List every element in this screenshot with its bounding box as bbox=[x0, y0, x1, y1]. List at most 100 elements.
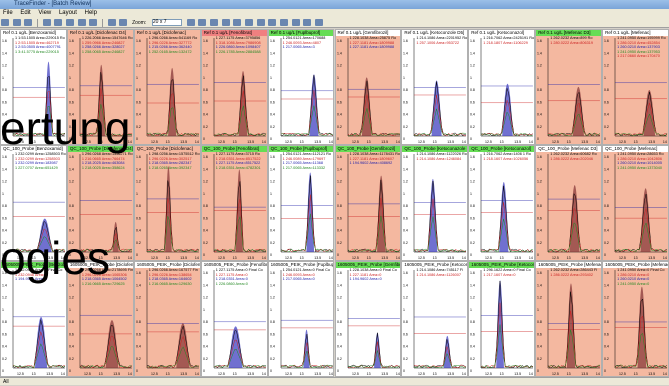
y-tick-label: 1 bbox=[337, 308, 339, 312]
peak-icon[interactable] bbox=[291, 19, 300, 26]
chromatogram-panel[interactable]: 1.6 1.4 1.2 1 0.8 0.6 0.4 0.2 0 12.5 13 13.5 14 Ref 0… bbox=[468, 29, 536, 145]
chromatogram-panel[interactable]: 1.6 1.4 1.2 1 0.8 0.6 0.4 0.2 0 12.5 13 13.5 14 QC_10… bbox=[200, 145, 268, 261]
chromatogram-panel[interactable]: 1.6 1.4 1.2 1 0.8 0.6 0.4 0.2 0 12.5 13 13.5 14 QC_10… bbox=[401, 145, 469, 261]
chromatogram-panel[interactable]: 1.6 1.4 1.2 1 0.8 0.6 0.4 0.2 0 12.5 13 13.5 14 16050… bbox=[66, 261, 134, 377]
panel-header: QC_100_Probe [Ketoconazol] bbox=[469, 146, 535, 152]
ion-trace bbox=[12, 220, 66, 253]
y-tick-label: 0.6 bbox=[337, 332, 342, 336]
chromatogram-panel[interactable]: 1.6 1.4 1.2 1 0.8 0.6 0.4 0.2 0 12.5 13 13.5 14 16050… bbox=[602, 261, 669, 377]
ion-info-line: 1 296.0266 Area=541169 Ro bbox=[148, 36, 198, 40]
peak-icon[interactable] bbox=[268, 19, 277, 26]
chromatogram-panel[interactable]: 1.6 1.4 1.2 1 0.8 0.6 0.4 0.2 0 12.5 13 13.5 14 Ref 0… bbox=[602, 29, 669, 145]
arrow-down-icon[interactable] bbox=[198, 19, 207, 26]
y-tick-label: 1.4 bbox=[337, 167, 342, 171]
chromatogram-panel[interactable]: 1.6 1.4 1.2 1 0.8 0.6 0.4 0.2 0 12.5 13 13.5 14 QC_10… bbox=[468, 145, 536, 261]
peak-area bbox=[112, 221, 119, 252]
y-tick-label: 1.6 bbox=[270, 39, 275, 43]
ion-info-line: 1 194.9509 Area=0 bbox=[15, 277, 48, 281]
chromatogram-panel[interactable]: 1.6 1.4 1.2 1 0.8 0.6 0.4 0.2 0 12.5 13 13.5 14 QC_10… bbox=[535, 145, 603, 261]
peak-area bbox=[431, 80, 443, 136]
peak-icon[interactable] bbox=[303, 19, 312, 26]
save-icon[interactable] bbox=[12, 19, 21, 26]
x-tick-label: 13.5 bbox=[247, 372, 254, 376]
print-icon[interactable] bbox=[24, 19, 33, 26]
chromatogram-panel[interactable]: 1.6 1.4 1.2 1 0.8 0.6 0.4 0.2 0 12.5 13 13.5 14 16050… bbox=[133, 261, 201, 377]
peak-icon[interactable] bbox=[221, 19, 230, 26]
redo-icon[interactable] bbox=[89, 19, 98, 26]
x-tick-label: 13.5 bbox=[314, 140, 321, 144]
chromatogram-panel[interactable]: 1.6 1.4 1.2 1 0.8 0.6 0.4 0.2 0 12.5 13 13.5 14 Ref 0… bbox=[535, 29, 603, 145]
chromatogram-panel[interactable]: 1.6 1.4 1.2 1 0.8 0.6 0.4 0.2 0 12.5 13 13.5 14 16050… bbox=[0, 261, 67, 377]
y-tick-label: 0.2 bbox=[69, 357, 74, 361]
chromatogram-panel[interactable]: 1.6 1.4 1.2 1 0.8 0.6 0.4 0.2 0 12.5 13 13.5 14 QC_10… bbox=[267, 145, 335, 261]
peak-area bbox=[235, 169, 243, 252]
chromatogram-panel[interactable]: 1.6 1.4 1.2 1 0.8 0.6 0.4 0.2 0 12.5 13 13.5 14 16050… bbox=[334, 261, 402, 377]
y-tick-label: 0.4 bbox=[270, 229, 275, 233]
ion-info-line: 1 194.9602 Area=408692 bbox=[349, 161, 393, 165]
ion-info-line: 1 217.1607 Area=0 bbox=[483, 272, 516, 277]
chromatogram-panel[interactable]: 1.6 1.4 1.2 1 0.8 0.6 0.4 0.2 0 12.5 13 13.5 14 16050… bbox=[535, 261, 603, 377]
chromatogram-panel[interactable]: 1.6 1.4 1.2 1 0.8 0.6 0.4 0.2 0 12.5 13 13.5 14 QC_10… bbox=[334, 145, 402, 261]
chromatogram-panel[interactable]: 1.6 1.4 1.2 1 0.8 0.6 0.4 0.2 0 12.5 13 13.5 14 Ref 0… bbox=[334, 29, 402, 145]
menu-view[interactable]: View bbox=[38, 10, 52, 16]
cut-icon[interactable] bbox=[42, 19, 51, 26]
y-tick-label: 0.6 bbox=[604, 100, 609, 104]
y-tick-label: 1.4 bbox=[604, 283, 609, 287]
zoom-in-icon[interactable] bbox=[107, 19, 116, 26]
chromatogram-panel[interactable]: 1.6 1.4 1.2 1 0.8 0.6 0.4 0.2 0 12.5 13 13.5 14 Ref 0… bbox=[401, 29, 469, 145]
chromatogram-panel[interactable]: 1.6 1.4 1.2 1 0.8 0.6 0.4 0.2 0 12.5 13 13.5 14 Ref 0… bbox=[66, 29, 134, 145]
y-tick-label: 1.4 bbox=[136, 167, 141, 171]
ion-info-line: 1 214.1086 Area=1246084 bbox=[416, 156, 462, 161]
y-tick-label: 0.6 bbox=[203, 332, 208, 336]
panel-header: Ref 0.1 ug/L [Diclofenac D4] bbox=[67, 30, 133, 36]
x-tick-label: 12.5 bbox=[218, 372, 225, 376]
paste-icon[interactable] bbox=[66, 19, 75, 26]
chromatogram-panel[interactable]: 1.6 1.4 1.2 1 0.8 0.6 0.4 0.2 0 12.5 13 13.5 14 QC_10… bbox=[66, 145, 134, 261]
chromatogram-panel[interactable]: 1.6 1.4 1.2 1 0.8 0.6 0.4 0.2 0 12.5 13 13.5 14 Ref 0… bbox=[200, 29, 268, 145]
chromatogram-plot: 1.6 1.4 1.2 1 0.8 0.6 0.4 0.2 0 12.5 13 13.5 14 bbox=[337, 154, 400, 260]
x-tick-label: 12.5 bbox=[485, 372, 492, 376]
chromatogram-panel[interactable]: 1.6 1.4 1.2 1 0.8 0.6 0.4 0.2 0 12.5 13 13.5 14 QC_10… bbox=[133, 145, 201, 261]
chromatogram-panel[interactable]: 1.6 1.4 1.2 1 0.8 0.6 0.4 0.2 0 12.5 13 13.5 14 Ref 0… bbox=[267, 29, 335, 145]
chromatogram-panel[interactable]: 1.6 1.4 1.2 1 0.8 0.6 0.4 0.2 0 12.5 13 13.5 14 16050… bbox=[401, 261, 469, 377]
panel-info: 1 1:53.1505 Area=229015 Ro 1 2:53.1505 Ar… bbox=[15, 36, 65, 54]
y-tick-label: 0.2 bbox=[270, 241, 275, 245]
open-icon[interactable] bbox=[1, 19, 9, 26]
ion-trace bbox=[280, 90, 333, 136]
peak-icon[interactable] bbox=[233, 19, 242, 26]
menu-help[interactable]: Help bbox=[84, 10, 97, 16]
x-tick-label: 12.5 bbox=[619, 372, 626, 376]
menu-file[interactable]: File bbox=[3, 10, 13, 16]
copy-icon[interactable] bbox=[54, 19, 63, 26]
peak-icon[interactable] bbox=[279, 19, 288, 26]
ion-info-line: 1 241.0950 Area=195999 Ro bbox=[617, 36, 666, 40]
chromatogram-panel[interactable]: 1.6 1.4 1.2 1 0.8 0.6 0.4 0.2 0 12.5 13 13.5 14 Ref 0… bbox=[133, 29, 201, 145]
menu-layout[interactable]: Layout bbox=[58, 10, 77, 16]
peak-icon[interactable] bbox=[256, 19, 265, 26]
panel-info: 1 232.0946 Area=0 Final Co 1 232.0946 Are… bbox=[15, 268, 62, 282]
peak-icon[interactable] bbox=[314, 19, 323, 26]
chromatogram-panel[interactable]: 1.6 1.4 1.2 1 0.8 0.6 0.4 0.2 0 12.5 13 13.5 14 QC_10… bbox=[0, 145, 67, 261]
ion-trace bbox=[481, 88, 534, 137]
undo-icon[interactable] bbox=[77, 19, 86, 26]
peak-area bbox=[444, 335, 452, 368]
chromatogram-panel[interactable]: 1.6 1.4 1.2 1 0.8 0.6 0.4 0.2 0 12.5 13 13.5 14 Ref 0… bbox=[0, 29, 67, 145]
panel-info: 1 254.0121 Area=0 Final Co 1 246.0093 Are… bbox=[283, 268, 330, 282]
menu-edit[interactable]: Edit bbox=[20, 10, 31, 16]
chromatogram-panel[interactable]: 1.6 1.4 1.2 1 0.8 0.6 0.4 0.2 0 12.5 13 13.5 14 16050… bbox=[468, 261, 536, 377]
ion-info-line: 1 218.1807 Area=1106229 bbox=[483, 40, 528, 45]
chromatogram-panel[interactable]: 1.6 1.4 1.2 1 0.8 0.6 0.4 0.2 0 12.5 13 13.5 14 16050… bbox=[267, 261, 335, 377]
chart-icon[interactable] bbox=[209, 19, 218, 26]
chromatogram-panel[interactable]: 1.6 1.4 1.2 1 0.8 0.6 0.4 0.2 0 12.5 13 13.5 14 QC_10… bbox=[602, 145, 669, 261]
zoom-select[interactable]: 20 x 7 bbox=[151, 19, 182, 26]
peak-icon[interactable] bbox=[244, 19, 253, 26]
y-tick-label: 0.2 bbox=[69, 241, 74, 245]
chromatogram-panel[interactable]: 1.6 1.4 1.2 1 0.8 0.6 0.4 0.2 0 12.5 13 13.5 14 16050… bbox=[200, 261, 268, 377]
peak-area bbox=[496, 280, 505, 368]
chromatogram-plot: 1.6 1.4 1.2 1 0.8 0.6 0.4 0.2 0 12.5 13 13.5 14 bbox=[270, 154, 333, 260]
arrow-up-icon[interactable] bbox=[186, 19, 195, 26]
zoom-out-icon[interactable] bbox=[119, 19, 128, 26]
window-title-bar: TraceFinder - [Batch Review] bbox=[0, 0, 669, 9]
y-tick-label: 0.8 bbox=[203, 320, 208, 324]
chromatogram-grid: 1.6 1.4 1.2 1 0.8 0.6 0.4 0.2 0 12.5 13 13.5 14 Ref 0… bbox=[0, 29, 669, 377]
